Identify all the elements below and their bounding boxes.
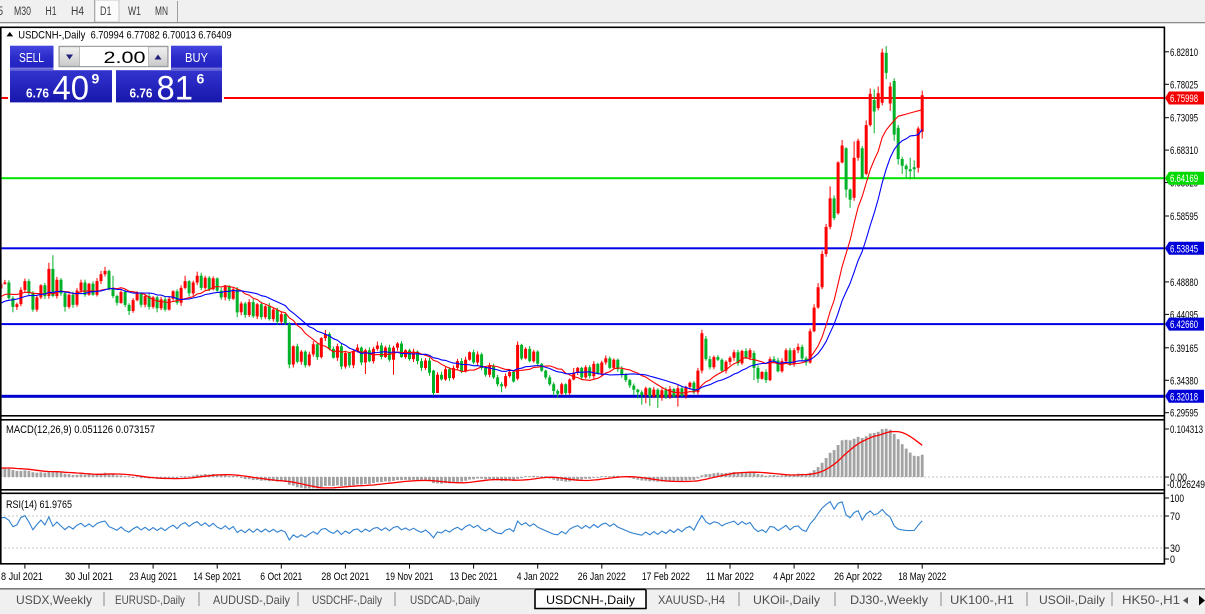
- svg-text:4 Jan 2022: 4 Jan 2022: [517, 571, 559, 583]
- svg-text:RSI(14) 61.9765: RSI(14) 61.9765: [6, 499, 72, 511]
- svg-text:40: 40: [53, 70, 90, 108]
- svg-text:6.76: 6.76: [26, 87, 49, 101]
- svg-text:6.58595: 6.58595: [1170, 211, 1198, 223]
- svg-text:30: 30: [1170, 543, 1180, 555]
- svg-text:6.75998: 6.75998: [1170, 93, 1198, 105]
- svg-text:0.00: 0.00: [1170, 472, 1187, 484]
- svg-text:SELL: SELL: [19, 51, 44, 65]
- svg-text:M30: M30: [14, 6, 31, 18]
- svg-text:USDCAD-,Daily: USDCAD-,Daily: [410, 593, 480, 607]
- svg-text:6.76: 6.76: [130, 87, 153, 101]
- svg-text:6.48880: 6.48880: [1170, 277, 1198, 289]
- svg-text:14 Sep 2021: 14 Sep 2021: [193, 571, 241, 583]
- svg-text:DJ30-,Weekly: DJ30-,Weekly: [850, 593, 928, 607]
- svg-text:6: 6: [197, 71, 205, 87]
- svg-text:USDX,Weekly: USDX,Weekly: [16, 593, 92, 607]
- svg-text:HK50-,H1: HK50-,H1: [1122, 593, 1180, 607]
- svg-text:AUDUSD-,Daily: AUDUSD-,Daily: [213, 593, 290, 607]
- svg-text:11 Mar 2022: 11 Mar 2022: [706, 571, 754, 583]
- svg-text:8 Jul 2021: 8 Jul 2021: [1, 571, 43, 583]
- svg-text:6.73095: 6.73095: [1170, 113, 1198, 125]
- svg-text:6.42660: 6.42660: [1170, 319, 1198, 331]
- svg-text:MACD(12,26,9) 0.051126 0.07315: MACD(12,26,9) 0.051126 0.073157: [6, 424, 155, 436]
- svg-text:0.104313: 0.104313: [1170, 424, 1203, 436]
- svg-text:6.78025: 6.78025: [1170, 79, 1198, 91]
- svg-text:D1: D1: [100, 6, 112, 18]
- svg-text:6.64169: 6.64169: [1170, 173, 1198, 185]
- svg-text:6.32018: 6.32018: [1170, 391, 1198, 403]
- svg-text:USDCHF-,Daily: USDCHF-,Daily: [312, 593, 382, 607]
- svg-text:70: 70: [1170, 511, 1180, 523]
- svg-text:-0.026249: -0.026249: [1167, 479, 1205, 491]
- svg-text:USOil-,Daily: USOil-,Daily: [1039, 593, 1105, 607]
- svg-text:0: 0: [1170, 554, 1175, 566]
- svg-text:UK100-,H1: UK100-,H1: [950, 593, 1014, 607]
- svg-text:81: 81: [157, 70, 194, 108]
- svg-text:17 Feb 2022: 17 Feb 2022: [642, 571, 690, 583]
- svg-text:4 Apr 2022: 4 Apr 2022: [773, 571, 815, 583]
- svg-text:6.53845: 6.53845: [1170, 243, 1198, 255]
- svg-text:BUY: BUY: [185, 51, 209, 65]
- svg-text:9: 9: [92, 71, 100, 87]
- svg-text:6.70994 6.77082 6.70013 6.7640: 6.70994 6.77082 6.70013 6.76409: [91, 30, 232, 42]
- svg-text:6.29595: 6.29595: [1170, 408, 1198, 420]
- svg-text:30 Jul 2021: 30 Jul 2021: [65, 571, 113, 583]
- svg-text:UKOil-,Daily: UKOil-,Daily: [753, 593, 820, 607]
- svg-text:H4: H4: [71, 6, 85, 18]
- svg-text:EURUSD-,Daily: EURUSD-,Daily: [115, 593, 185, 607]
- svg-text:2.00: 2.00: [104, 48, 146, 67]
- svg-text:13 Dec 2021: 13 Dec 2021: [450, 571, 498, 583]
- svg-text:H1: H1: [46, 6, 57, 18]
- svg-text:6.82810: 6.82810: [1170, 47, 1198, 59]
- svg-text:USDCNH-,Daily: USDCNH-,Daily: [546, 593, 635, 607]
- svg-text:23 Aug 2021: 23 Aug 2021: [129, 571, 177, 583]
- svg-text:6.68310: 6.68310: [1170, 145, 1198, 157]
- svg-text:28 Oct 2021: 28 Oct 2021: [321, 571, 369, 583]
- svg-text:6.39165: 6.39165: [1170, 343, 1198, 355]
- svg-text:USDCNH-,Daily: USDCNH-,Daily: [18, 30, 85, 42]
- svg-text:18 May 2022: 18 May 2022: [898, 571, 946, 583]
- svg-text:5: 5: [0, 6, 3, 18]
- svg-text:XAUUSD-,H4: XAUUSD-,H4: [658, 593, 725, 607]
- svg-text:26 Apr 2022: 26 Apr 2022: [834, 571, 882, 583]
- svg-text:26 Jan 2022: 26 Jan 2022: [578, 571, 626, 583]
- svg-text:MN: MN: [155, 6, 168, 18]
- svg-text:100: 100: [1170, 493, 1184, 505]
- svg-text:6 Oct 2021: 6 Oct 2021: [260, 571, 302, 583]
- svg-text:19 Nov 2021: 19 Nov 2021: [386, 571, 434, 583]
- svg-text:6.34380: 6.34380: [1170, 375, 1198, 387]
- svg-text:W1: W1: [128, 6, 141, 18]
